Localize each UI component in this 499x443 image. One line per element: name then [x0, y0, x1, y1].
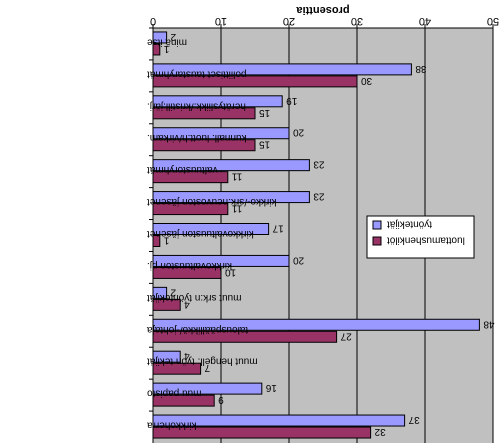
category-label: kirkko-/srk.neuvoston jäsenet [147, 196, 277, 207]
category-label: kirkkoherra [147, 420, 197, 431]
category-label: herätysliikk./kristill.järj. [147, 100, 246, 111]
x-tick-label: 20 [283, 15, 295, 27]
x-tick-label: 30 [351, 15, 363, 27]
category-label: kirkkovaltuuston pj. [147, 260, 232, 271]
category-label: muut srk:n työntekijät [147, 292, 242, 303]
legend-label: luottamushenkilöt [387, 235, 465, 246]
data-label: 23 [313, 191, 325, 202]
legend: työntekijät luottamushenkilöt [366, 215, 475, 259]
data-label: 9 [218, 394, 224, 405]
category-label: valtuustoryhmät [147, 164, 218, 175]
axes: 0 10 20 30 40 50 minä itse poliittiset taustary… [147, 15, 499, 443]
data-label: 4 [184, 350, 190, 361]
data-label: 11 [231, 203, 242, 214]
data-label: 23 [313, 159, 325, 170]
bars [152, 31, 480, 439]
data-label: 32 [374, 426, 386, 437]
data-label: 15 [259, 139, 271, 150]
data-label: 48 [483, 318, 495, 329]
data-label: 19 [286, 95, 298, 106]
legend-swatch [372, 236, 382, 246]
data-label: 1 [163, 235, 169, 246]
data-labels: 2138301915201523112311171201024482747169… [163, 31, 494, 437]
data-label: 17 [272, 223, 284, 234]
x-tick-label: 10 [215, 15, 227, 27]
data-label: 4 [184, 298, 190, 309]
data-label: 10 [225, 266, 237, 277]
category-label: minä itse [147, 36, 187, 47]
data-label: 1 [163, 43, 169, 54]
category-label: talouspäällikkö/-johtaja [147, 324, 249, 335]
data-label: 20 [293, 127, 305, 138]
legend-box [366, 215, 475, 259]
chart-title: prosenttia [296, 4, 350, 16]
data-label: 38 [415, 63, 427, 74]
legend-label: työntekijät [387, 219, 432, 230]
category-label: muut hengell. työn tekijät [147, 356, 258, 367]
x-tick-label: 50 [487, 15, 499, 27]
data-label: 15 [259, 107, 271, 118]
x-tick-label: 40 [419, 15, 431, 27]
data-label: 20 [293, 254, 305, 265]
data-label: 16 [265, 382, 277, 393]
x-tick-label: 0 [150, 15, 156, 27]
data-label: 37 [408, 414, 420, 425]
data-label: 2 [170, 286, 176, 297]
category-label: poliittiset taustaryhmät [147, 68, 247, 79]
data-label: 30 [361, 75, 373, 86]
data-label: 7 [204, 362, 210, 373]
data-label: 27 [340, 330, 352, 341]
data-label: 2 [170, 31, 176, 42]
legend-swatch [372, 220, 382, 230]
category-label: kirkkovaltuuston jäsenet [147, 228, 254, 239]
data-label: 11 [231, 171, 242, 182]
category-label: muu papisto [147, 388, 202, 399]
category-label: kunnall. luott.h/virkam. [147, 132, 247, 143]
